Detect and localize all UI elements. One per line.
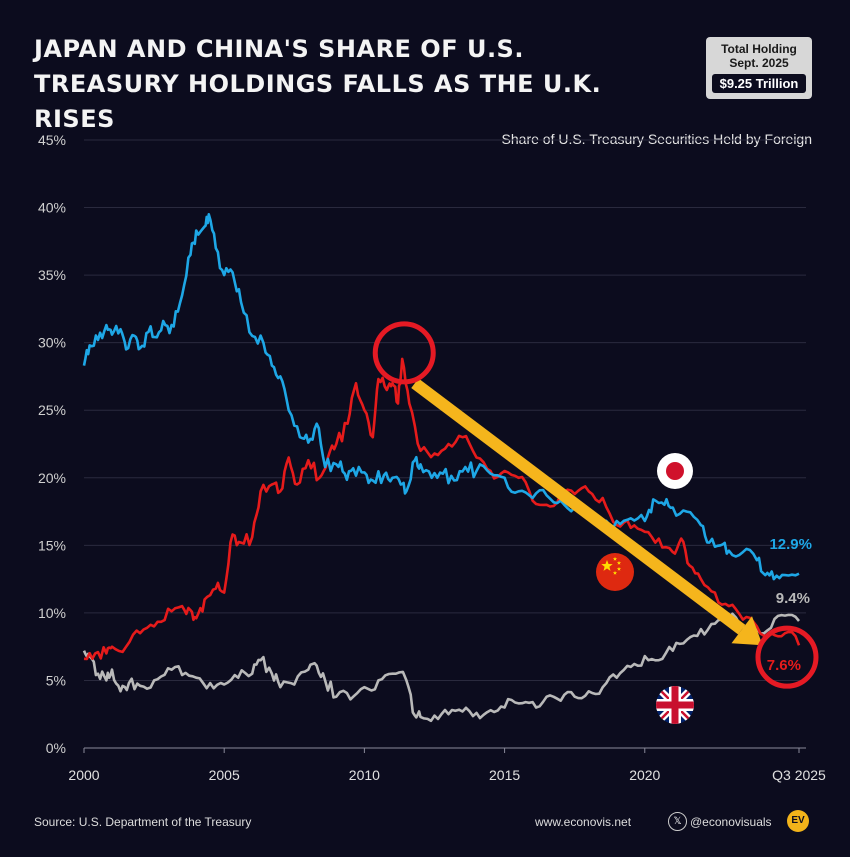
uk-share-line xyxy=(82,612,800,723)
uk-flag-cross-red xyxy=(671,686,679,724)
y-tick-label: 35% xyxy=(38,267,66,283)
chart-title: Japan and China's Share of U.S. Treasury… xyxy=(34,35,602,133)
china-flag-star xyxy=(612,556,618,561)
badge-line-2: Sept. 2025 xyxy=(729,56,789,70)
badge-value: $9.25 Trillion xyxy=(712,74,806,93)
japan-end-label: 12.9% xyxy=(769,536,812,553)
japan-flag-sun xyxy=(666,462,684,480)
badge-line-1: Total Holding xyxy=(721,42,797,56)
y-tick-label: 40% xyxy=(38,200,66,216)
y-tick-label: 15% xyxy=(38,537,66,553)
econovisuals-logo: EV xyxy=(787,810,809,832)
line-chart: 0% 5% 10% 15% 20% 25% 30% 35% 40% 45% 2000 2005 2010… xyxy=(38,132,826,783)
y-tick-label: 45% xyxy=(38,132,66,148)
x-tick-label: 2005 xyxy=(209,767,240,783)
uk-end-label: 9.4% xyxy=(776,590,810,607)
trend-arrow-shaft xyxy=(411,378,746,635)
x-tick-label: 2015 xyxy=(489,767,520,783)
china-peak-circle xyxy=(372,321,436,385)
y-tick-label: 10% xyxy=(38,605,66,621)
x-logo-icon: 𝕏 xyxy=(668,812,687,831)
x-tick-label: 2020 xyxy=(629,767,660,783)
chart-subtitle: Share of U.S. Treasury Securities Held b… xyxy=(501,131,812,147)
y-tick-label: 25% xyxy=(38,402,66,418)
y-tick-label: 0% xyxy=(46,740,66,756)
x-tick-label: Q3 2025 xyxy=(772,767,826,783)
y-tick-label: 20% xyxy=(38,470,66,486)
source-note: Source: U.S. Department of the Treasury xyxy=(34,815,252,829)
y-tick-label: 5% xyxy=(46,672,66,688)
y-tick-label: 30% xyxy=(38,335,66,351)
x-tick-label: 2010 xyxy=(349,767,380,783)
china-end-label: 7.6% xyxy=(767,657,801,674)
uk-flag-icon xyxy=(656,686,694,724)
china-flag-star xyxy=(616,566,622,571)
social-handle[interactable]: @econovisuals xyxy=(690,815,772,829)
china-flag-star xyxy=(601,560,613,571)
china-flag-star xyxy=(616,560,622,565)
website-link[interactable]: www.econovis.net xyxy=(535,815,632,829)
total-holding-badge: Total Holding Sept. 2025 $9.25 Trillion xyxy=(706,37,812,99)
china-latest-circle xyxy=(755,625,819,689)
trend-arrow-head xyxy=(731,616,763,646)
x-tick-label: 2000 xyxy=(68,767,99,783)
china-share-line xyxy=(83,357,801,661)
china-flag-star xyxy=(612,570,618,575)
